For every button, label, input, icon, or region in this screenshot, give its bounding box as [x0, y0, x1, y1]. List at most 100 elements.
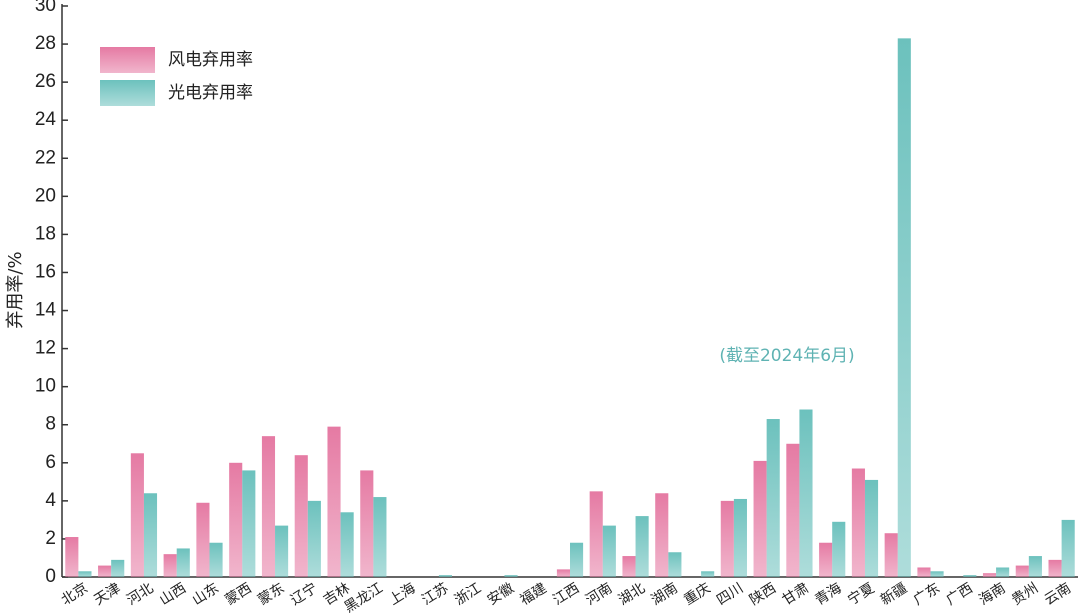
x-tick-label: 上海	[386, 580, 418, 608]
x-tick-label: 四川	[714, 580, 746, 608]
bar	[832, 521, 846, 577]
x-tick-label: 河北	[124, 580, 156, 608]
bar	[438, 575, 453, 577]
y-tick-label: 2	[45, 528, 56, 549]
y-tick-label: 0	[45, 566, 56, 587]
bar	[753, 460, 767, 577]
bar	[720, 500, 734, 577]
x-tick-label: 海南	[976, 580, 1008, 608]
bar	[1061, 519, 1075, 577]
x-tick-label: 天津	[91, 580, 123, 608]
x-tick-label: 湖北	[616, 580, 648, 608]
bar	[917, 567, 931, 577]
y-tick-label: 14	[35, 300, 57, 321]
bar	[963, 575, 977, 577]
bar	[130, 453, 144, 577]
bar	[570, 542, 584, 577]
bar	[819, 542, 833, 577]
bar	[98, 565, 112, 577]
bar	[307, 500, 321, 577]
x-tick-label: 蒙东	[255, 580, 287, 608]
bar	[851, 468, 865, 577]
y-tick-label: 20	[35, 185, 56, 206]
x-tick-label: 青海	[812, 580, 844, 608]
bar	[799, 409, 813, 577]
bar	[242, 470, 256, 577]
bar	[930, 571, 944, 577]
bar	[294, 455, 308, 577]
x-tick-label: 河南	[583, 580, 615, 608]
x-tick-label: 广东	[911, 580, 943, 608]
legend-swatch	[100, 47, 155, 73]
x-tick-label: 甘肃	[780, 580, 812, 608]
bar	[996, 567, 1010, 577]
x-tick-label: 蒙西	[222, 580, 254, 608]
bar	[209, 542, 223, 577]
bar	[65, 537, 79, 577]
bar	[504, 575, 518, 577]
bar	[340, 512, 354, 577]
bar	[163, 554, 177, 577]
y-tick-label: 30	[35, 0, 56, 16]
bar	[668, 552, 682, 577]
bar	[78, 571, 92, 577]
bar	[196, 502, 210, 577]
y-tick-label: 28	[35, 33, 56, 54]
bar	[897, 38, 911, 577]
bar	[143, 493, 158, 577]
bar	[589, 491, 603, 577]
legend-label: 风电弃用率	[168, 50, 253, 70]
x-tick-label: 江西	[550, 580, 582, 608]
legend-swatch	[100, 80, 155, 106]
x-tick-label: 广西	[943, 580, 975, 608]
bar	[229, 462, 243, 577]
bar	[373, 497, 387, 577]
bar	[360, 470, 374, 577]
y-tick-label: 24	[35, 109, 57, 130]
bar	[864, 479, 879, 577]
y-tick-label: 12	[35, 338, 56, 359]
bar	[176, 548, 190, 577]
bar	[602, 525, 616, 577]
bar	[655, 493, 669, 577]
bar	[766, 419, 780, 577]
x-tick-label: 贵州	[1009, 580, 1041, 608]
y-tick-label: 8	[45, 414, 56, 435]
bar	[786, 443, 800, 577]
bar	[1015, 565, 1029, 577]
bar	[635, 516, 649, 577]
bar	[884, 533, 898, 577]
y-tick-label: 10	[35, 376, 56, 397]
x-tick-label: 陕西	[747, 580, 779, 608]
x-tick-label: 湖南	[649, 580, 681, 608]
bar	[556, 569, 570, 577]
bar	[275, 525, 289, 577]
y-tick-label: 6	[45, 452, 56, 473]
x-tick-label: 江苏	[419, 580, 451, 608]
y-tick-label: 18	[35, 223, 56, 244]
bar	[327, 426, 341, 577]
y-tick-label: 22	[35, 147, 56, 168]
y-axis-title: 弃用率/%	[5, 251, 26, 328]
bar	[111, 559, 125, 577]
x-tick-label: 山东	[190, 580, 222, 608]
x-tick-label: 重庆	[681, 580, 713, 608]
x-tick-label: 浙江	[452, 580, 484, 608]
bar	[733, 498, 747, 577]
x-tick-label: 辽宁	[287, 579, 320, 608]
y-tick-label: 16	[35, 261, 56, 282]
legend-label: 光电弃用率	[168, 83, 253, 103]
bar	[1048, 559, 1062, 577]
bar	[622, 556, 636, 577]
x-tick-label: 北京	[59, 580, 91, 608]
x-tick-label: 安徽	[485, 580, 517, 608]
y-tick-label: 26	[35, 71, 56, 92]
bar	[261, 436, 276, 577]
x-tick-label: 新疆	[878, 580, 910, 608]
x-tick-label: 福建	[517, 580, 549, 608]
bar	[1028, 556, 1042, 577]
x-tick-label: 宁夏	[845, 579, 878, 608]
bar	[982, 573, 997, 577]
x-tick-label: 山西	[157, 580, 189, 608]
